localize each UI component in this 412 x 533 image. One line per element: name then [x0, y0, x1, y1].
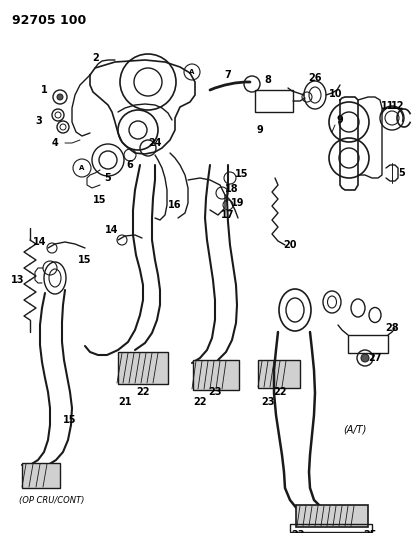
Bar	[348, 335, 388, 353]
Text: (A/T): (A/T)	[343, 425, 367, 435]
Circle shape	[57, 94, 63, 100]
Text: 20: 20	[283, 240, 297, 250]
Text: 15: 15	[93, 195, 107, 205]
Text: 15: 15	[235, 169, 249, 179]
Text: A: A	[189, 69, 195, 75]
Text: 3: 3	[35, 116, 42, 126]
Bar	[296, 505, 368, 527]
Bar	[255, 90, 293, 112]
Text: 12: 12	[391, 101, 405, 111]
Text: 1: 1	[41, 85, 48, 95]
Bar	[118, 352, 168, 384]
Text: 14: 14	[105, 225, 119, 235]
Text: 11: 11	[381, 101, 395, 111]
Text: 22: 22	[193, 397, 207, 407]
Bar	[22, 463, 60, 488]
Text: 8: 8	[265, 75, 272, 85]
Text: A: A	[80, 165, 85, 171]
Text: 17: 17	[221, 210, 235, 220]
Text: (OP CRU/CONT): (OP CRU/CONT)	[19, 496, 85, 505]
Text: 9: 9	[257, 125, 263, 135]
Text: 23: 23	[291, 530, 305, 533]
Text: 23: 23	[208, 387, 222, 397]
Text: 18: 18	[225, 184, 239, 194]
Text: 16: 16	[168, 200, 182, 210]
Text: 5: 5	[105, 173, 111, 183]
Text: 4: 4	[52, 138, 59, 148]
Bar	[258, 360, 300, 388]
Text: 28: 28	[385, 323, 399, 333]
Text: 22: 22	[136, 387, 150, 397]
Text: 22: 22	[273, 387, 287, 397]
Text: 6: 6	[126, 160, 133, 170]
Text: 9: 9	[337, 115, 343, 125]
Text: 19: 19	[231, 198, 245, 208]
Text: 10: 10	[329, 89, 343, 99]
Bar	[290, 524, 372, 532]
Text: 2: 2	[93, 53, 99, 63]
Circle shape	[361, 354, 369, 362]
Text: 15: 15	[78, 255, 92, 265]
Text: 14: 14	[33, 237, 47, 247]
Text: 13: 13	[11, 275, 25, 285]
Text: 24: 24	[148, 138, 162, 148]
Text: 15: 15	[63, 415, 77, 425]
Text: 92705 100: 92705 100	[12, 14, 86, 27]
Text: 21: 21	[118, 397, 132, 407]
Text: 7: 7	[225, 70, 232, 80]
Text: 27: 27	[368, 353, 382, 363]
Text: 25: 25	[363, 530, 377, 533]
Text: 5: 5	[399, 168, 405, 178]
Text: 26: 26	[308, 73, 322, 83]
Bar	[193, 360, 239, 390]
Text: 23: 23	[261, 397, 275, 407]
